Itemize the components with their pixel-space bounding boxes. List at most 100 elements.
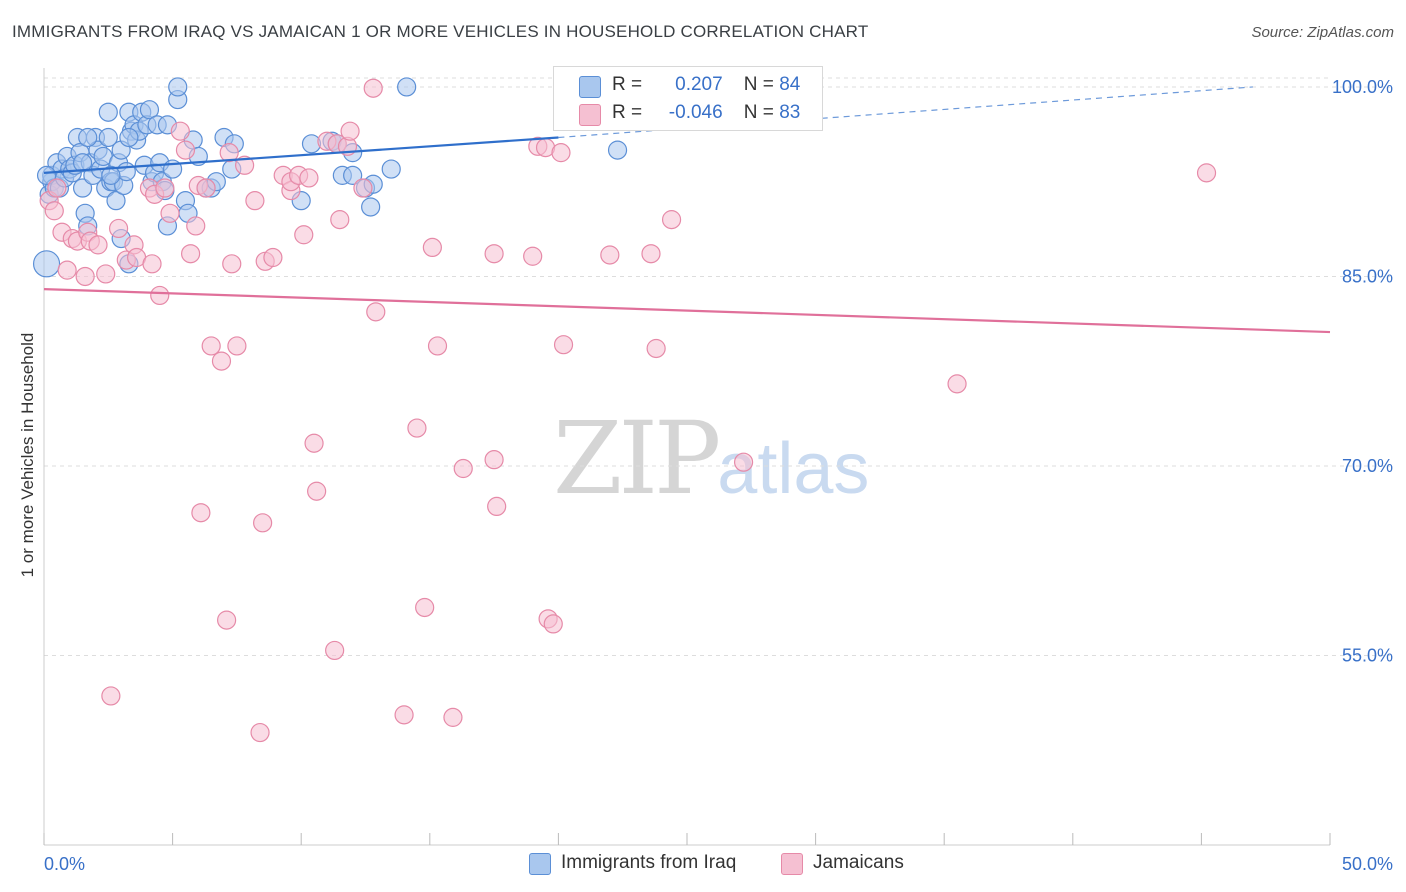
iraq-point	[72, 153, 93, 173]
jamaican-point	[299, 168, 319, 188]
n-value: 83	[779, 102, 801, 123]
y-tick-label: 100.0%	[1332, 77, 1393, 97]
iraq-point	[32, 250, 61, 278]
jamaican-point	[733, 452, 754, 472]
y-tick-label: 85.0%	[1342, 266, 1393, 286]
jamaican-point	[227, 336, 247, 356]
r-label: R =	[612, 102, 643, 123]
jamaican-point	[101, 686, 121, 706]
jamaican-point	[294, 225, 314, 245]
iraq-point	[607, 140, 628, 160]
watermark-zip: ZIP	[553, 400, 721, 517]
tick-labels: 55.0% 70.0% 85.0% 100.0% 0.0% 50.0%	[44, 77, 1393, 874]
jamaican-point	[170, 121, 190, 141]
jamaican-point	[250, 722, 270, 743]
jamaican-point	[186, 216, 206, 236]
jamaican-point	[108, 218, 129, 239]
bottom-swatch-iraq	[529, 853, 551, 875]
y-tick-label: 70.0%	[1342, 456, 1393, 476]
jamaican-point	[191, 503, 211, 523]
iraq-point	[381, 159, 401, 179]
bottom-legend-label-iraq: Immigrants from Iraq	[561, 852, 737, 873]
jamaican-point	[304, 433, 324, 453]
jamaican-point	[641, 244, 661, 264]
iraq-point	[361, 197, 381, 217]
jamaican-point	[453, 458, 473, 479]
n-label: N =	[743, 102, 774, 123]
jamaican-point	[443, 707, 463, 727]
jamaican-point	[947, 374, 967, 394]
jamaican-point	[353, 178, 373, 198]
iraq-point	[98, 102, 118, 122]
jamaican-point	[47, 178, 67, 198]
jamaican-point	[307, 481, 327, 501]
r-label: R =	[612, 74, 643, 95]
stats-legend: R = 0.207 N = 84 R = -0.046 N = 83	[553, 66, 823, 131]
jamaican-point	[1196, 163, 1217, 183]
jamaican-point	[217, 610, 237, 630]
r-value: 0.207	[675, 74, 723, 95]
bottom-swatch-jamaicans	[781, 853, 803, 875]
n-value: 84	[779, 74, 801, 95]
chart-title: IMMIGRANTS FROM IRAQ VS JAMAICAN 1 OR MO…	[12, 22, 869, 41]
jamaican-point	[211, 351, 232, 371]
jamaican-point	[427, 336, 448, 356]
iraq-point	[72, 178, 93, 198]
x-tick-label: 0.0%	[44, 854, 85, 874]
jamaican-point	[57, 260, 77, 280]
x-tick-label: 50.0%	[1342, 854, 1393, 874]
jamaican-point	[543, 614, 563, 634]
iraq-point	[119, 127, 139, 148]
jamaican-point	[366, 302, 386, 322]
jamaican-point	[553, 335, 574, 355]
r-value: -0.046	[668, 102, 723, 123]
jamaican-point	[253, 513, 273, 533]
jamaican-point	[487, 496, 507, 517]
jamaican-point	[340, 121, 360, 141]
jamaican-point	[484, 244, 504, 264]
jamaican-point	[44, 201, 64, 221]
jamaican-point	[330, 210, 350, 230]
jamaican-point	[263, 247, 283, 268]
legend-text-iraq: R = 0.207 N = 84	[612, 74, 800, 96]
jamaican-point	[245, 191, 265, 211]
legend-swatch-iraq	[579, 76, 601, 98]
axes	[43, 68, 1331, 846]
jamaican-point	[661, 210, 682, 230]
jamaican-point	[415, 597, 435, 618]
jamaican-point	[96, 264, 116, 284]
legend-text-jamaicans: R = -0.046 N = 83	[612, 102, 800, 124]
iraq-point	[106, 191, 126, 211]
iraq-point	[101, 165, 121, 185]
iraq-point	[36, 165, 57, 185]
iraq-trend-line	[43, 136, 559, 174]
jamaican-point	[201, 336, 221, 356]
jamaican-point	[407, 418, 427, 438]
y-tick-label: 55.0%	[1342, 645, 1393, 665]
jamaican-point	[484, 450, 504, 470]
jamaican-point	[155, 178, 175, 198]
iraq-point	[98, 127, 118, 148]
trend-lines	[43, 86, 1331, 334]
iraq-point	[397, 77, 417, 97]
watermark: ZIPatlas	[553, 400, 869, 517]
jamaican-point	[181, 244, 201, 264]
iraq-point	[139, 100, 160, 120]
jamaican-point	[219, 143, 239, 163]
jamaican-point	[175, 140, 196, 160]
jamaican-point	[394, 705, 414, 725]
iraq-point	[168, 77, 188, 97]
jamaican-point	[150, 285, 170, 306]
bottom-legend-label-jamaicans: Jamaicans	[813, 852, 904, 873]
iraq-point	[343, 165, 363, 185]
jamaican-point	[88, 235, 108, 255]
jamaican-point	[363, 78, 383, 98]
jamaican-point	[646, 338, 666, 359]
n-label: N =	[743, 74, 774, 95]
source-label: Source: ZipAtlas.com	[1251, 24, 1394, 41]
jamaican-point	[422, 237, 442, 258]
jamaican-point	[551, 143, 571, 163]
jamaican-point	[325, 640, 345, 661]
jamaican-point	[75, 266, 95, 287]
